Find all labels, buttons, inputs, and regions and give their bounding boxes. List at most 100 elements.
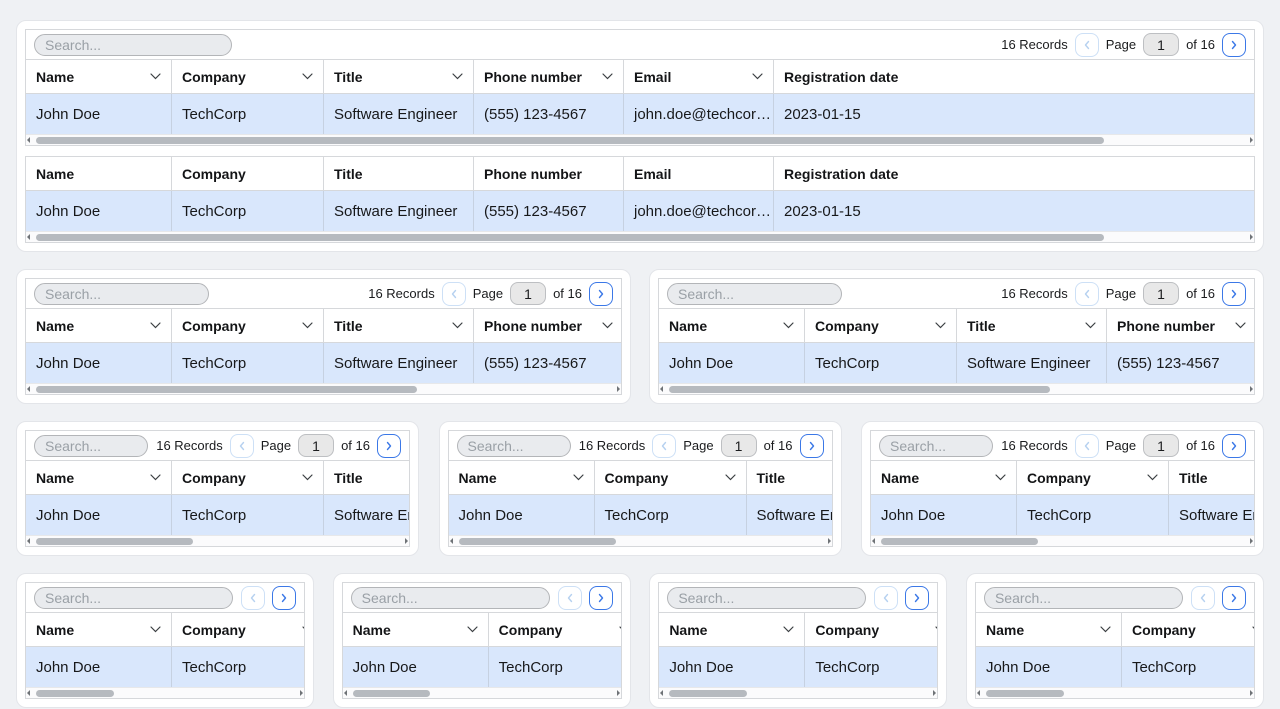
column-header-title[interactable]: Title (1169, 461, 1254, 494)
horizontal-scrollbar[interactable] (26, 231, 1254, 242)
horizontal-scrollbar[interactable] (26, 535, 409, 546)
scroll-left-arrow-icon[interactable] (343, 690, 347, 696)
table-row[interactable]: John Doe TechCorp Software Engineer (555… (659, 343, 1254, 383)
next-page-button[interactable] (588, 585, 613, 610)
search-input[interactable] (983, 586, 1183, 609)
horizontal-scrollbar[interactable] (342, 687, 621, 698)
table-row[interactable]: John Doe TechCorp (26, 647, 304, 687)
horizontal-scrollbar[interactable] (871, 535, 1254, 546)
column-header-name[interactable]: Name (26, 60, 172, 93)
column-header-title[interactable]: Title (957, 309, 1107, 342)
search-input[interactable] (879, 434, 993, 457)
column-header-title[interactable]: Title (747, 461, 832, 494)
scroll-right-arrow-icon[interactable] (300, 690, 303, 696)
column-header-company[interactable]: Company (1122, 613, 1254, 646)
scroll-left-arrow-icon[interactable] (27, 538, 30, 544)
horizontal-scrollbar[interactable] (659, 687, 938, 698)
next-page-button[interactable] (589, 281, 613, 306)
scrollbar-thumb[interactable] (36, 538, 194, 545)
table-row[interactable]: John Doe TechCorp (975, 647, 1254, 687)
column-header-name[interactable]: Name (871, 461, 1017, 494)
scroll-right-arrow-icon[interactable] (1249, 690, 1253, 696)
scroll-left-arrow-icon[interactable] (27, 234, 30, 240)
next-page-button[interactable] (272, 585, 296, 610)
scroll-left-arrow-icon[interactable] (449, 538, 453, 544)
column-header-name[interactable]: Name (659, 309, 805, 342)
scrollbar-thumb[interactable] (36, 386, 417, 393)
scrollbar-thumb[interactable] (881, 538, 1039, 545)
next-page-button[interactable] (1221, 585, 1246, 610)
scrollbar-thumb[interactable] (352, 690, 431, 697)
scroll-left-arrow-icon[interactable] (872, 538, 875, 544)
scroll-right-arrow-icon[interactable] (933, 690, 937, 696)
horizontal-scrollbar[interactable] (448, 535, 832, 546)
column-header-company[interactable]: Company (1017, 461, 1169, 494)
scroll-right-arrow-icon[interactable] (1250, 538, 1253, 544)
scrollbar-thumb[interactable] (36, 137, 1105, 144)
scroll-left-arrow-icon[interactable] (660, 690, 664, 696)
scrollbar-thumb[interactable] (458, 538, 616, 545)
prev-page-button[interactable] (441, 281, 466, 306)
scrollbar-thumb[interactable] (669, 386, 1050, 393)
scroll-right-arrow-icon[interactable] (405, 538, 408, 544)
horizontal-scrollbar[interactable] (26, 687, 304, 698)
column-header-phone[interactable]: Phone number (1107, 309, 1254, 342)
next-page-button[interactable] (377, 433, 401, 458)
column-header-company[interactable]: Company (172, 309, 324, 342)
prev-page-button[interactable] (241, 585, 265, 610)
next-page-button[interactable] (1222, 32, 1246, 57)
column-header-phone[interactable]: Phone number (474, 60, 624, 93)
next-page-button[interactable] (799, 433, 824, 458)
column-header-name[interactable]: Name (26, 309, 172, 342)
page-number-input[interactable] (1143, 434, 1180, 457)
column-header-company[interactable]: Company (172, 60, 324, 93)
prev-page-button[interactable] (1074, 32, 1099, 57)
search-input[interactable] (34, 434, 148, 457)
column-header-name[interactable]: Name (659, 613, 806, 646)
search-input[interactable] (34, 586, 233, 609)
table-row[interactable]: John Doe TechCorp Software Engineer (555… (26, 191, 1254, 231)
prev-page-button[interactable] (229, 433, 254, 458)
search-input[interactable] (456, 434, 571, 457)
column-header-company[interactable]: Company (805, 613, 938, 646)
page-number-input[interactable] (720, 434, 757, 457)
search-input[interactable] (34, 282, 209, 305)
prev-page-button[interactable] (1074, 433, 1099, 458)
table-row[interactable]: John Doe TechCorp (659, 647, 938, 687)
scrollbar-thumb[interactable] (669, 690, 748, 697)
page-number-input[interactable] (298, 434, 335, 457)
scroll-right-arrow-icon[interactable] (616, 690, 620, 696)
column-header-registration[interactable]: Registration date (774, 60, 1254, 93)
column-header-company[interactable]: Company (172, 461, 324, 494)
scroll-right-arrow-icon[interactable] (1250, 137, 1253, 143)
scroll-right-arrow-icon[interactable] (617, 386, 620, 392)
scroll-left-arrow-icon[interactable] (27, 137, 30, 143)
prev-page-button[interactable] (1074, 281, 1099, 306)
scroll-left-arrow-icon[interactable] (27, 386, 30, 392)
search-input[interactable] (667, 586, 867, 609)
column-header-name[interactable]: Name (976, 613, 1122, 646)
column-header-name[interactable]: Name (26, 461, 172, 494)
horizontal-scrollbar[interactable] (26, 134, 1254, 145)
prev-page-button[interactable] (652, 433, 677, 458)
scroll-left-arrow-icon[interactable] (976, 690, 980, 696)
column-header-name[interactable]: Name (343, 613, 489, 646)
column-header-title[interactable]: Title (324, 309, 474, 342)
table-row[interactable]: John Doe TechCorp Software Engineer (871, 495, 1254, 535)
scroll-left-arrow-icon[interactable] (660, 386, 663, 392)
column-header-name[interactable]: Name (449, 461, 595, 494)
scroll-right-arrow-icon[interactable] (827, 538, 831, 544)
scrollbar-thumb[interactable] (36, 690, 114, 697)
table-row[interactable]: John Doe TechCorp Software Engineer (448, 495, 832, 535)
horizontal-scrollbar[interactable] (659, 383, 1254, 394)
next-page-button[interactable] (905, 585, 930, 610)
scroll-left-arrow-icon[interactable] (27, 690, 30, 696)
column-header-title[interactable]: Title (324, 60, 474, 93)
horizontal-scrollbar[interactable] (975, 687, 1254, 698)
search-input[interactable] (350, 586, 550, 609)
table-row[interactable]: John Doe TechCorp Software Engineer (26, 495, 409, 535)
column-header-company[interactable]: Company (172, 613, 304, 646)
scrollbar-thumb[interactable] (36, 234, 1105, 241)
prev-page-button[interactable] (1190, 585, 1215, 610)
scroll-right-arrow-icon[interactable] (1250, 234, 1253, 240)
